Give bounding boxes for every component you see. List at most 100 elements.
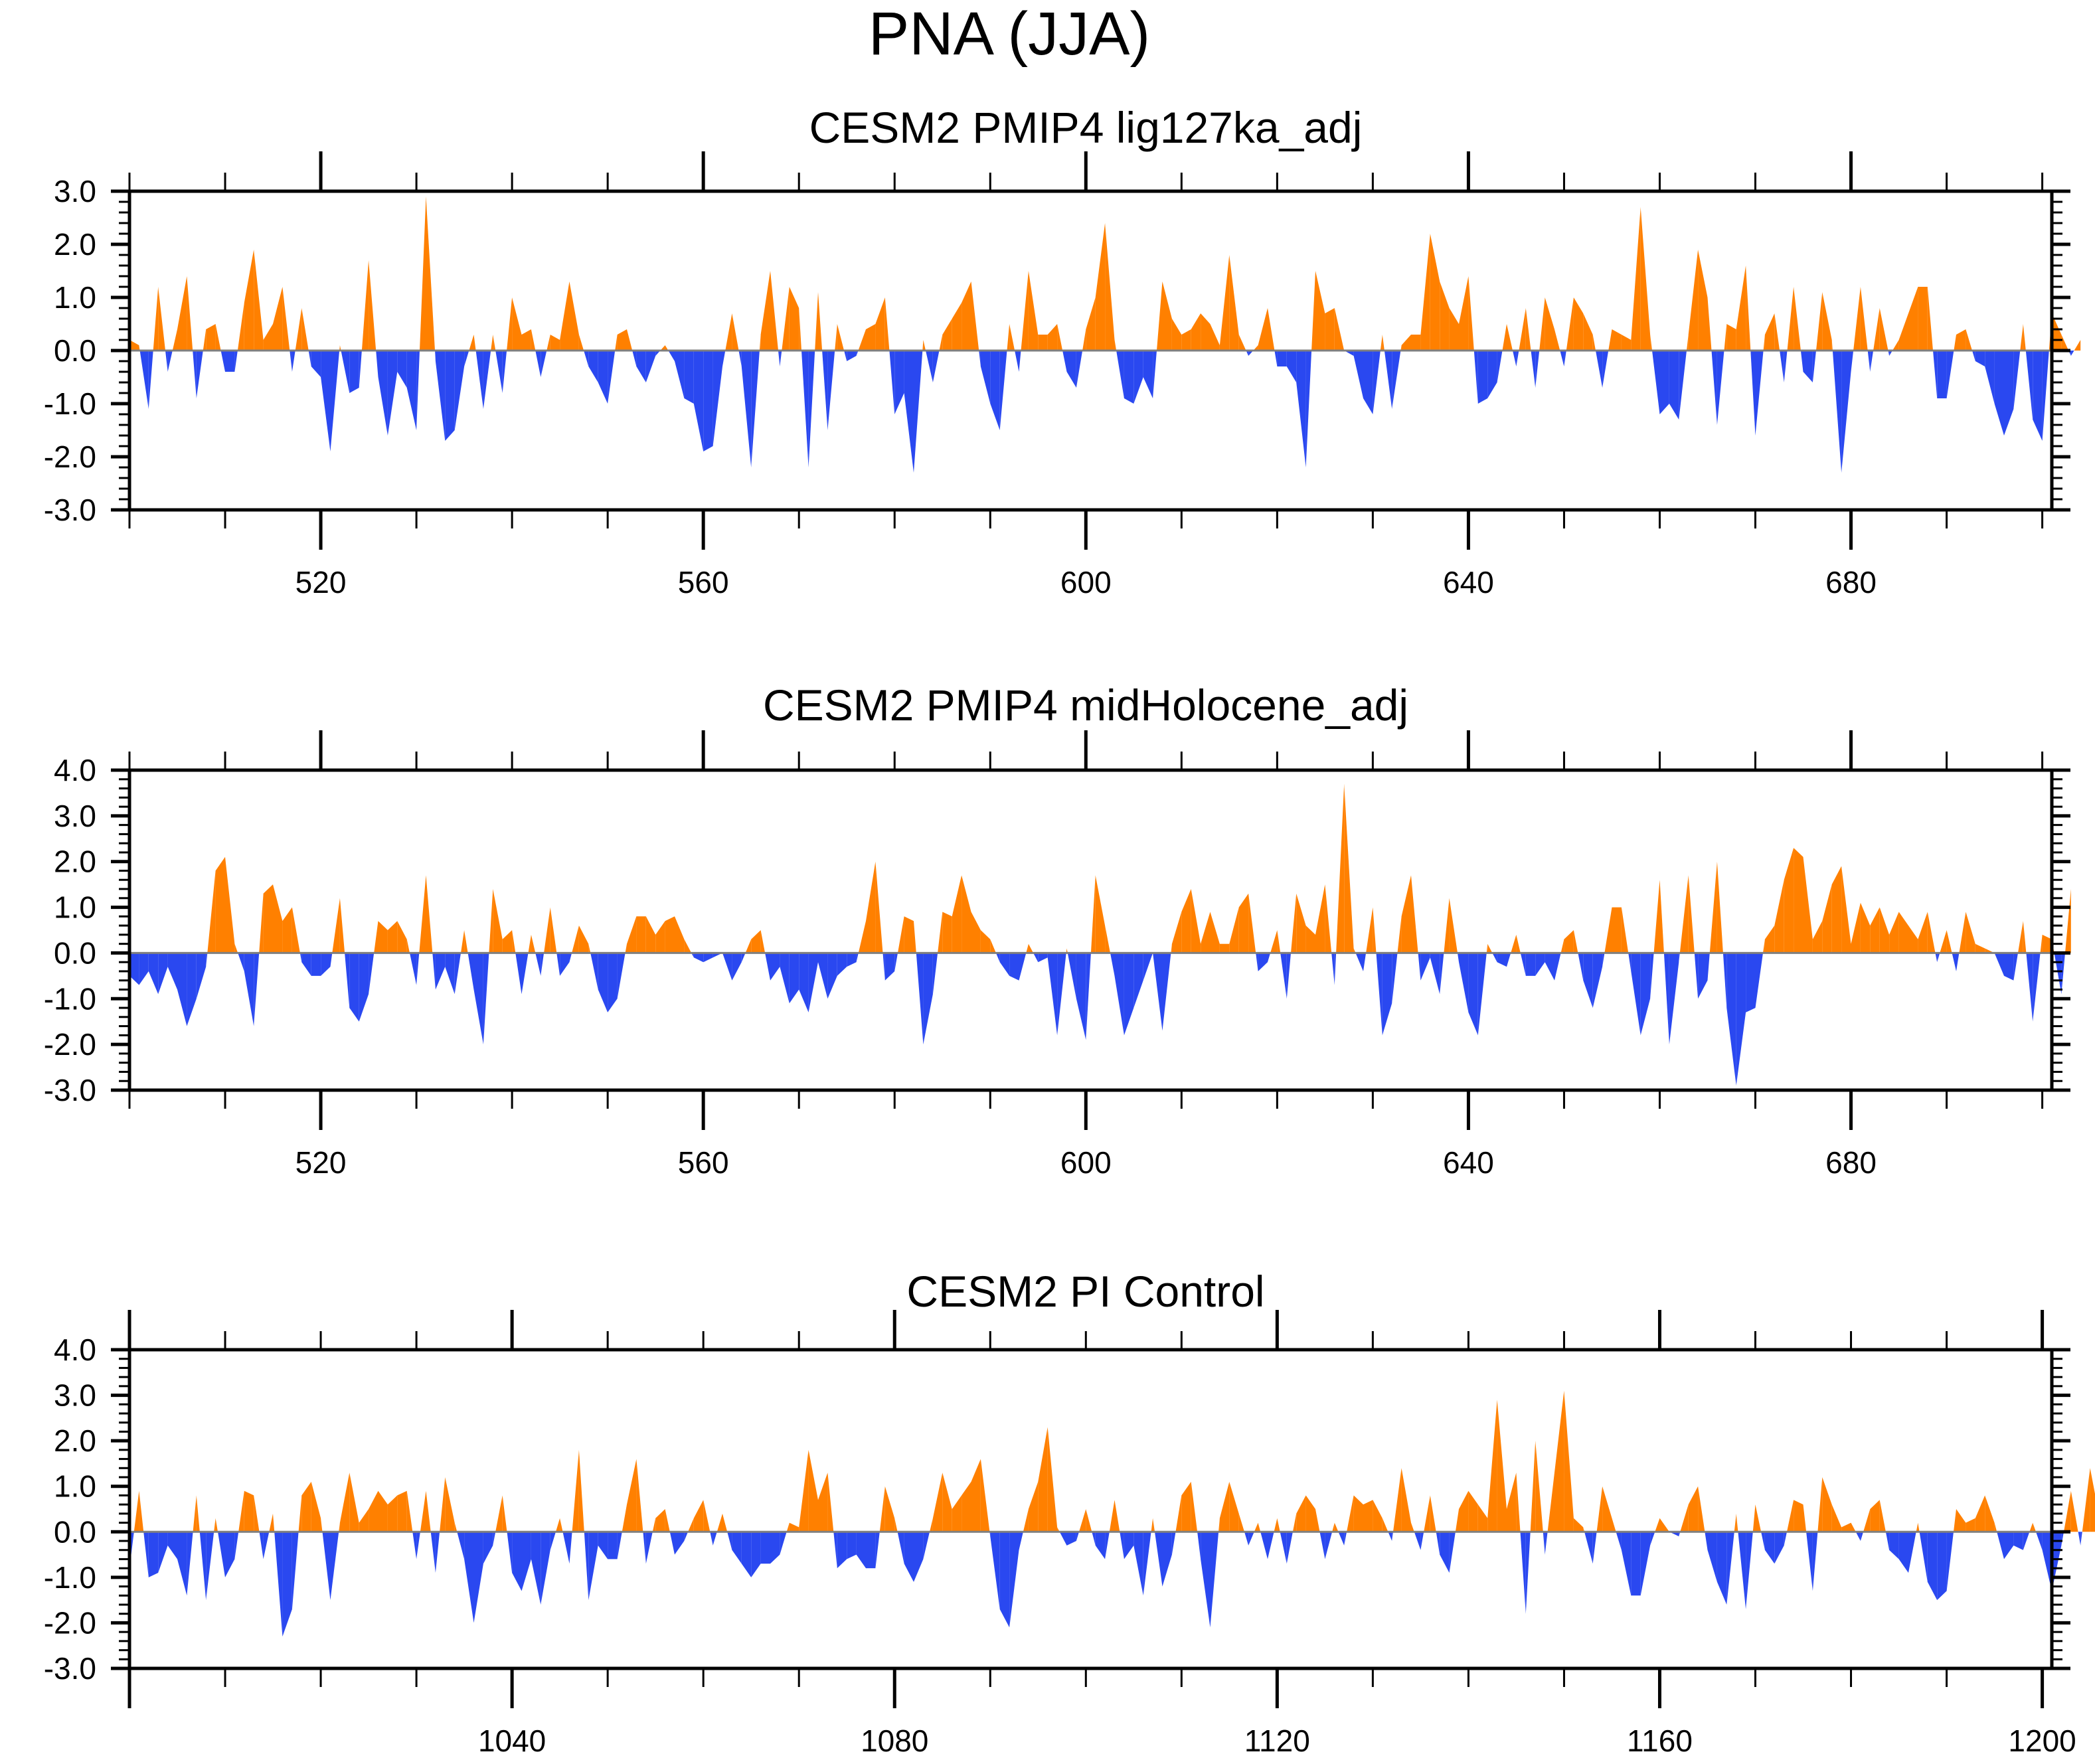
x-tick-label: 680 bbox=[1825, 1145, 1877, 1180]
negative-area-segment bbox=[1679, 1532, 1681, 1537]
positive-area-segment bbox=[521, 329, 531, 351]
positive-area-segment bbox=[1956, 1509, 1966, 1532]
negative-area-segment bbox=[1376, 953, 1383, 1036]
positive-area-segment bbox=[1380, 335, 1383, 351]
negative-area-segment bbox=[521, 953, 529, 995]
negative-area-segment bbox=[177, 1532, 187, 1596]
panel-pi-control-plot: -3.0 -2.0 -1.0 0.0 1.0 2.0 3.0 4.0 1040 1080 1120 1… bbox=[44, 1310, 2095, 1758]
negative-area-segment bbox=[535, 953, 541, 976]
negative-area-segment bbox=[387, 351, 398, 436]
negative-area-segment bbox=[292, 351, 295, 372]
negative-area-segment bbox=[2054, 953, 2062, 995]
panel-lig127ka-title: CESM2 PMIP4 lig127ka_adj bbox=[809, 103, 1363, 152]
negative-area-segment bbox=[1640, 953, 1651, 1036]
positive-area-segment bbox=[1095, 223, 1106, 351]
positive-area-segment bbox=[1153, 1518, 1155, 1532]
negative-area-segment bbox=[801, 351, 809, 467]
y-tick-label: -3.0 bbox=[44, 493, 96, 527]
positive-area-segment bbox=[1229, 255, 1239, 351]
negative-area-segment bbox=[1707, 953, 1710, 981]
positive-area-segment bbox=[359, 1509, 369, 1532]
positive-area-segment bbox=[1564, 930, 1574, 953]
positive-area-segment bbox=[1940, 930, 1947, 953]
negative-area-segment bbox=[282, 1532, 292, 1637]
negative-area-segment bbox=[1507, 953, 1511, 967]
positive-area-segment bbox=[665, 916, 675, 953]
positive-area-segment bbox=[1679, 875, 1689, 953]
negative-area-segment bbox=[847, 351, 857, 361]
x-tick-label: 1040 bbox=[478, 1724, 546, 1758]
positive-area-segment bbox=[1401, 875, 1411, 953]
positive-area-segment bbox=[1334, 1522, 1339, 1532]
positive-area-segment bbox=[627, 916, 637, 953]
negative-area-segment bbox=[2061, 1532, 2064, 1546]
negative-area-segment bbox=[2042, 1532, 2052, 1591]
negative-area-segment bbox=[1009, 953, 1019, 981]
positive-area-segment bbox=[1038, 1427, 1048, 1532]
negative-area-segment bbox=[1344, 1532, 1347, 1546]
negative-area-segment bbox=[158, 953, 168, 995]
negative-area-segment bbox=[1520, 1532, 1526, 1614]
negative-area-segment bbox=[148, 953, 159, 995]
negative-area-segment bbox=[980, 351, 991, 404]
negative-area-segment bbox=[712, 351, 722, 446]
negative-area-segment bbox=[1736, 953, 1746, 1086]
negative-area-segment bbox=[1277, 351, 1287, 366]
negative-area-segment bbox=[1800, 351, 1803, 372]
positive-area-segment bbox=[1860, 902, 1871, 953]
positive-area-segment bbox=[493, 335, 496, 351]
positive-area-segment bbox=[1959, 912, 1966, 953]
positive-area-segment bbox=[745, 939, 752, 953]
positive-area-segment bbox=[1105, 925, 1110, 953]
negative-area-segment bbox=[2013, 1532, 2023, 1550]
negative-area-segment bbox=[1867, 351, 1871, 372]
negative-area-segment bbox=[416, 1532, 420, 1560]
negative-area-segment bbox=[691, 953, 694, 958]
negative-area-segment bbox=[1418, 953, 1421, 981]
negative-area-segment bbox=[727, 1532, 732, 1550]
positive-area-segment bbox=[732, 313, 739, 351]
negative-area-segment bbox=[1750, 351, 1756, 436]
negative-area-segment bbox=[926, 351, 933, 382]
negative-area-segment bbox=[1258, 953, 1268, 971]
negative-area-segment bbox=[1640, 1532, 1651, 1596]
positive-area-segment bbox=[491, 335, 493, 351]
negative-area-segment bbox=[1153, 351, 1157, 398]
negative-area-segment bbox=[541, 1532, 550, 1605]
negative-area-segment bbox=[1513, 351, 1517, 366]
negative-area-segment bbox=[1525, 1532, 1531, 1614]
positive-area-segment bbox=[1831, 340, 1833, 351]
negative-area-segment bbox=[1095, 1532, 1106, 1560]
positive-area-segment bbox=[1545, 297, 1554, 351]
negative-area-segment bbox=[1105, 1532, 1110, 1560]
negative-area-segment bbox=[837, 953, 847, 976]
negative-area-segment bbox=[1430, 953, 1440, 995]
negative-area-segment bbox=[655, 351, 661, 356]
negative-area-segment bbox=[1885, 1532, 1890, 1550]
negative-area-segment bbox=[1201, 1532, 1211, 1628]
positive-area-segment bbox=[578, 1449, 584, 1532]
positive-area-segment bbox=[1201, 912, 1211, 953]
negative-area-segment bbox=[1832, 351, 1842, 473]
negative-area-segment bbox=[330, 1532, 339, 1601]
negative-area-segment bbox=[435, 953, 446, 990]
positive-area-segment bbox=[1440, 281, 1450, 351]
positive-area-segment bbox=[461, 930, 465, 953]
positive-area-segment bbox=[770, 271, 778, 351]
positive-area-segment bbox=[1774, 313, 1780, 351]
positive-area-segment bbox=[688, 1518, 694, 1532]
negative-area-segment bbox=[1520, 953, 1526, 976]
positive-area-segment bbox=[1229, 907, 1239, 953]
positive-area-segment bbox=[172, 329, 177, 351]
negative-area-segment bbox=[139, 953, 149, 985]
positive-area-segment bbox=[507, 297, 513, 351]
positive-area-segment bbox=[1291, 893, 1297, 953]
negative-area-segment bbox=[1019, 351, 1021, 372]
positive-area-segment bbox=[1612, 907, 1622, 953]
negative-area-segment bbox=[1711, 351, 1717, 425]
negative-area-segment bbox=[1545, 1532, 1548, 1555]
negative-area-segment bbox=[1260, 1532, 1268, 1560]
panel-pi-control: CESM2 PI Control -3.0 -2.0 -1.0 0.0 1.0 2.0 3.… bbox=[44, 1267, 2095, 1758]
positive-area-segment bbox=[1774, 880, 1784, 953]
negative-area-segment bbox=[521, 1532, 531, 1591]
